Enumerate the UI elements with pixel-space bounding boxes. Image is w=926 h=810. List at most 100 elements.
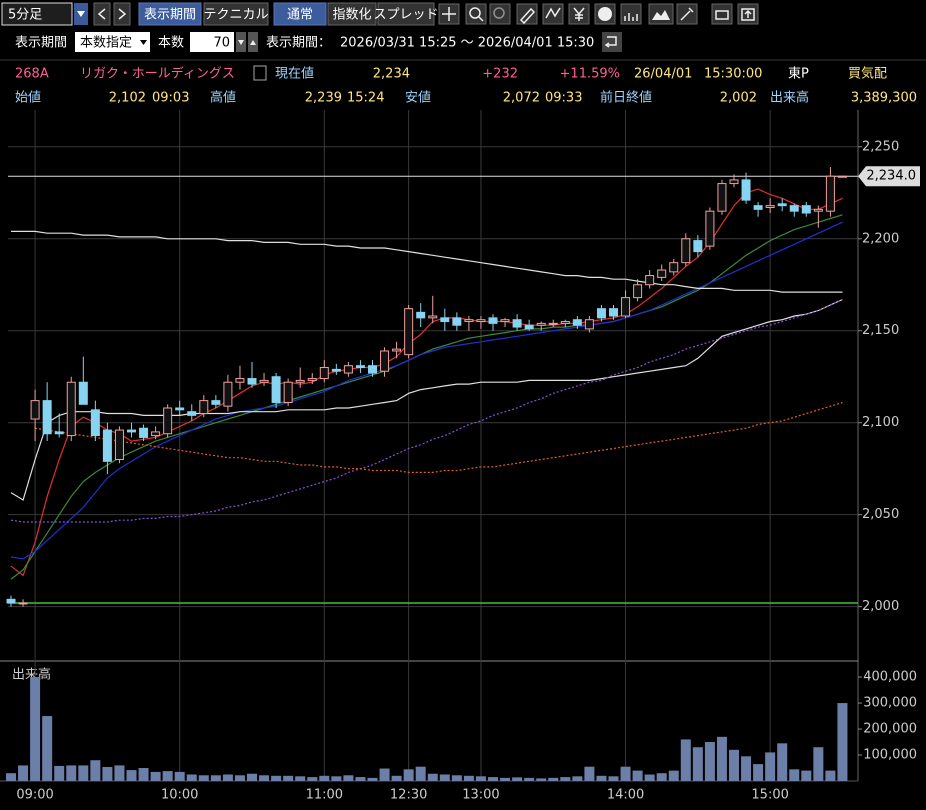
- icon: [741, 8, 755, 21]
- change-pct: +11.59%: [560, 67, 620, 82]
- refresh-button[interactable]: [602, 32, 622, 52]
- icon: [573, 7, 585, 21]
- candle-body: [78, 381, 88, 405]
- date: 26/04/01: [634, 67, 692, 82]
- range: 2026/03/31 15:25 ～ 2026/04/01 15:30: [340, 36, 594, 51]
- label: 現在値: [275, 66, 314, 82]
- volume-bar: [777, 743, 788, 781]
- volume-bar: [247, 773, 257, 781]
- candle-body: [235, 378, 245, 383]
- count-input[interactable]: [190, 32, 234, 52]
- volume-bar: [138, 768, 149, 781]
- memo-icon[interactable]: [253, 65, 267, 81]
- volume-bar: [54, 765, 65, 781]
- arrow-icon: [140, 40, 147, 45]
- stat-value: 2,072: [503, 91, 540, 106]
- volume-bar: [475, 776, 486, 781]
- mode-select[interactable]: [75, 32, 150, 52]
- button-label: 通常: [287, 8, 313, 23]
- candle-body: [452, 317, 462, 326]
- moving-average: [35, 401, 843, 473]
- candle-body: [440, 317, 450, 323]
- y-tick-label: 100,000: [863, 748, 917, 763]
- volume-bar: [560, 777, 571, 781]
- candle-body: [18, 602, 28, 605]
- volume-bar: [30, 677, 41, 781]
- icon: [442, 7, 456, 21]
- icon: [715, 10, 729, 20]
- stat-label: 高値: [210, 90, 236, 106]
- arrow-icon: [77, 11, 85, 17]
- y-tick-label: 2,000: [862, 599, 899, 614]
- candle-body: [247, 378, 257, 385]
- volume-bar: [692, 747, 703, 781]
- volume-bar: [271, 775, 282, 781]
- volume-bar: [114, 765, 125, 781]
- moving-average: [10, 221, 843, 560]
- volume-bar: [6, 773, 16, 781]
- change: +232: [482, 67, 518, 82]
- zoom-out-tool[interactable]: [489, 3, 511, 25]
- next-icon: [118, 8, 127, 20]
- volume-bar: [210, 775, 221, 781]
- volume-bar: [512, 777, 523, 781]
- stat-time: 09:33: [545, 91, 582, 106]
- candle-body: [392, 348, 402, 352]
- volume-bar: [222, 774, 233, 781]
- candle-body: [524, 324, 534, 330]
- volume-bar: [307, 777, 318, 781]
- panel-title: 出来高: [12, 667, 51, 683]
- candle-body: [223, 381, 233, 407]
- stat-label: 安値: [405, 90, 431, 106]
- normal-button[interactable]: [273, 2, 327, 26]
- candle-body: [404, 308, 414, 356]
- volume-bar: [668, 770, 679, 781]
- volume-bar: [825, 770, 836, 781]
- candle-body: [368, 365, 377, 374]
- candle-body: [416, 311, 426, 319]
- volume-bar: [813, 747, 824, 781]
- print-tool[interactable]: [711, 3, 733, 25]
- x-tick-label: 13:00: [462, 788, 499, 803]
- candle-body: [669, 262, 679, 273]
- candle-body: [741, 179, 751, 201]
- icon: [545, 7, 561, 19]
- spread-button[interactable]: [377, 2, 435, 26]
- timeframe-select[interactable]: [1, 2, 73, 26]
- period-button[interactable]: [138, 2, 202, 26]
- volume-bar: [741, 756, 752, 781]
- candle-body: [428, 315, 438, 319]
- time: 15:30:00: [704, 67, 762, 82]
- volume-bar: [488, 777, 498, 781]
- volume-bar: [680, 739, 691, 781]
- prev-button[interactable]: [93, 2, 111, 26]
- volume-bar: [295, 776, 306, 781]
- volume-bar: [753, 764, 764, 781]
- volume-bar: [789, 769, 800, 781]
- index-button[interactable]: [327, 2, 377, 26]
- button-label: スプレッド: [373, 8, 438, 23]
- volume-bar: [78, 765, 89, 781]
- stat-value: 2,102: [109, 91, 146, 106]
- candle-body: [633, 284, 643, 299]
- technical-button[interactable]: [203, 2, 269, 26]
- volume-bar: [391, 775, 402, 781]
- volume-bar: [716, 736, 727, 781]
- volume-bar: [500, 777, 511, 781]
- area-tool[interactable]: [648, 3, 674, 25]
- stat-value: 2,002: [720, 91, 757, 106]
- moving-average: [10, 298, 843, 523]
- candle-body: [199, 400, 209, 415]
- icon: [680, 7, 694, 21]
- x-tick-label: 09:00: [16, 788, 53, 803]
- volume-bar: [331, 776, 342, 781]
- next-button[interactable]: [113, 2, 131, 26]
- volume-bar: [174, 771, 185, 781]
- volume-bar: [403, 769, 414, 781]
- y-tick-label: 2,250: [862, 139, 899, 154]
- volume-bar: [801, 770, 812, 781]
- moving-average: [10, 298, 843, 501]
- moving-average: [10, 214, 843, 580]
- button-label: テクニカル: [203, 8, 268, 23]
- my-tool[interactable]: [620, 3, 642, 25]
